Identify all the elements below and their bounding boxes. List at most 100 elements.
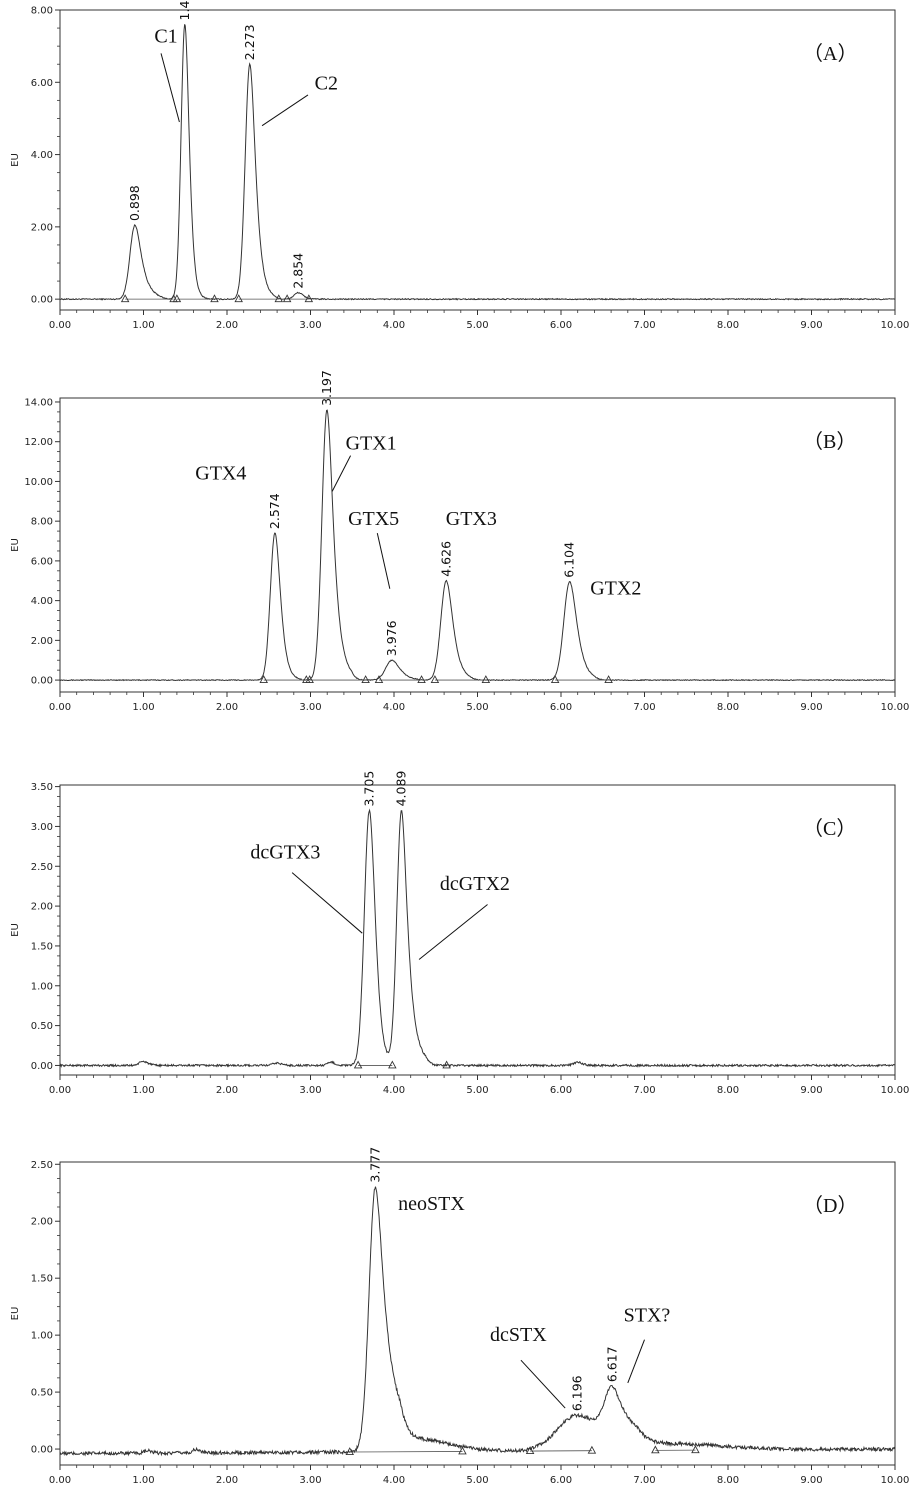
peak-annotation: GTX1 <box>346 433 397 455</box>
peak-boundary-marker <box>234 294 243 303</box>
x-tick-label: 0.00 <box>49 320 71 331</box>
x-tick-label: 5.00 <box>466 1475 488 1485</box>
peak-boundary-marker <box>210 294 219 303</box>
x-tick-label: 7.00 <box>633 1475 655 1485</box>
retention-time-label: 3.197 <box>319 370 334 406</box>
panel-label: （C） <box>803 817 856 840</box>
y-axis-label: EU <box>10 1307 21 1321</box>
x-tick-label: 7.00 <box>633 1085 655 1096</box>
y-tick-label: 1.00 <box>31 1331 53 1342</box>
panel-label: （D） <box>803 1194 857 1217</box>
x-tick-label: 2.00 <box>216 702 238 713</box>
peak-boundary-marker <box>305 675 314 684</box>
peak-boundary-marker <box>388 1060 397 1069</box>
peak-boundary-marker <box>172 294 182 303</box>
y-tick-label: 14.00 <box>24 397 53 408</box>
peak-annotation: dcGTX3 <box>250 841 320 863</box>
peak-annotation: neoSTX <box>398 1193 465 1215</box>
x-tick-label: 9.00 <box>800 1475 822 1485</box>
peak-boundary-marker <box>525 1446 535 1454</box>
annotation-leader-line <box>520 1359 566 1409</box>
x-tick-label: 2.00 <box>216 1085 238 1096</box>
y-tick-label: 6.00 <box>31 78 53 89</box>
x-tick-label: 7.00 <box>633 702 655 713</box>
x-tick-label: 8.00 <box>717 320 739 331</box>
y-tick-label: 3.00 <box>31 822 53 833</box>
peak-annotation: GTX2 <box>590 578 641 600</box>
peak-annotation: dcSTX <box>490 1324 547 1346</box>
y-tick-label: 3.50 <box>31 782 53 793</box>
x-tick-label: 3.00 <box>299 1085 321 1096</box>
retention-time-label: 4.089 <box>393 771 408 807</box>
chart-panel-2: 0.00 1.00 2.00 3.00 4.00 5.00 6.00 7.00 8.00 9.00… <box>10 370 909 713</box>
x-tick-label: 10.00 <box>881 702 910 713</box>
x-tick-label: 0.00 <box>49 1085 71 1096</box>
peak-annotation: C2 <box>315 73 338 95</box>
x-tick-label: 0.00 <box>49 1475 71 1485</box>
chromatogram-trace <box>59 24 896 301</box>
peak-annotation: GTX5 <box>348 508 399 530</box>
x-tick-label: 3.00 <box>299 320 321 331</box>
x-tick-label: 2.00 <box>216 320 238 331</box>
x-tick-label: 1.00 <box>132 320 154 331</box>
x-tick-label: 1.00 <box>132 702 154 713</box>
retention-time-label: 3.777 <box>367 1147 382 1183</box>
y-tick-label: 2.50 <box>31 1160 53 1171</box>
x-tick-label: 0.00 <box>49 702 71 713</box>
chromatogram-trace <box>59 409 896 682</box>
annotation-leader-line <box>331 455 352 492</box>
chart-panel-3: 0.00 1.00 2.00 3.00 4.00 5.00 6.00 7.00 8.00 9.00… <box>10 771 909 1096</box>
y-tick-label: 1.50 <box>31 1274 53 1285</box>
y-tick-label: 1.00 <box>31 981 53 992</box>
y-tick-label: 0.50 <box>31 1388 53 1399</box>
plot-frame <box>59 784 896 1076</box>
x-tick-label: 8.00 <box>717 702 739 713</box>
peak-boundary-marker <box>417 675 426 684</box>
y-tick-label: 4.00 <box>31 150 53 161</box>
x-tick-label: 2.00 <box>216 1475 238 1485</box>
y-tick-label: 1.50 <box>31 941 53 952</box>
peak-boundary-marker <box>604 675 613 684</box>
y-tick-label: 4.00 <box>31 596 53 607</box>
x-tick-label: 6.00 <box>550 702 572 713</box>
x-tick-label: 4.00 <box>383 1475 405 1485</box>
annotation-leader-line <box>627 1339 645 1384</box>
peak-annotation: C1 <box>154 26 177 48</box>
plot-frame <box>59 397 896 693</box>
peak-boundary-marker <box>587 1445 597 1454</box>
annotation-leader-line <box>376 532 391 589</box>
retention-time-label: 6.104 <box>562 542 577 578</box>
y-tick-label: 0.50 <box>31 1021 53 1032</box>
chart-panel-1: 0.00 1.00 2.00 3.00 4.00 5.00 6.00 7.00 8.00 9.00… <box>10 0 909 331</box>
y-tick-label: 2.50 <box>31 862 53 873</box>
y-tick-label: 0.00 <box>31 1445 53 1456</box>
peak-boundary-marker <box>458 1446 467 1455</box>
y-tick-label: 2.00 <box>31 902 53 913</box>
retention-time-label: 2.574 <box>267 493 282 529</box>
peak-boundary-marker <box>361 675 370 684</box>
annotation-leader-line <box>261 94 309 127</box>
x-tick-label: 5.00 <box>466 702 488 713</box>
x-tick-label: 8.00 <box>717 1475 739 1485</box>
peak-boundary-marker <box>282 294 292 303</box>
peak-annotation: GTX3 <box>446 508 497 530</box>
chromatogram-trace <box>59 808 896 1068</box>
retention-time-label: 6.617 <box>605 1346 620 1382</box>
retention-time-label: 2.273 <box>242 24 257 60</box>
x-tick-label: 1.00 <box>132 1475 154 1485</box>
x-tick-label: 3.00 <box>299 702 321 713</box>
annotation-leader-line <box>160 53 180 123</box>
y-tick-label: 12.00 <box>24 437 53 448</box>
annotation-leader-line <box>291 872 363 934</box>
x-tick-label: 5.00 <box>466 1085 488 1096</box>
peak-boundary-marker <box>274 294 284 303</box>
x-tick-label: 8.00 <box>717 1085 739 1096</box>
peak-boundary-marker <box>353 1060 363 1069</box>
integration-baseline <box>349 1451 463 1453</box>
peak-boundary-marker <box>345 1447 354 1455</box>
x-tick-label: 4.00 <box>383 1085 405 1096</box>
y-tick-label: 10.00 <box>24 477 53 488</box>
annotation-leader-line <box>418 904 488 960</box>
y-axis-label: EU <box>10 153 21 167</box>
retention-time-label: 3.976 <box>384 620 399 656</box>
